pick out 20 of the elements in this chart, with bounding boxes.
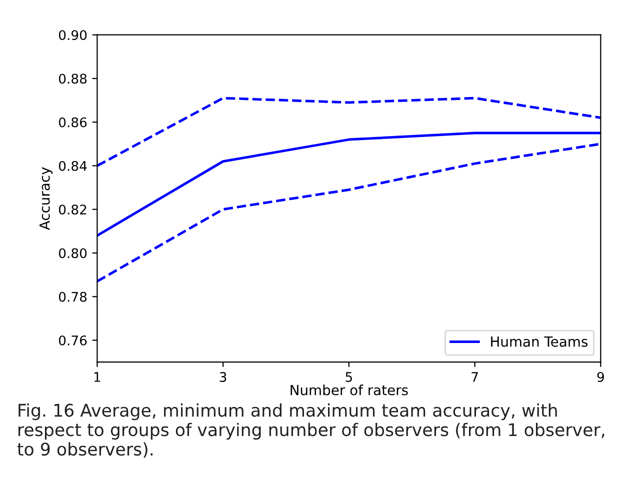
y-tick-label: 0.88 xyxy=(58,74,87,84)
y-tick-label: 0.80 xyxy=(58,248,87,258)
caption: Fig. 16 Average, minimum and maximum team accuracy, with respect to groups of varying number of observers (from 1 observer, to 9 observers). xyxy=(17,403,604,458)
y-tick-label: 0.86 xyxy=(58,117,87,128)
x-axis-title: Number of raters xyxy=(290,384,408,396)
x-tick-label: 3 xyxy=(220,372,226,382)
y-tick-label: 0.82 xyxy=(58,204,86,215)
y-tick-label: 0.76 xyxy=(58,335,87,346)
x-tick-label: 9 xyxy=(597,372,604,382)
y-tick-label: 0.90 xyxy=(58,30,87,40)
y-axis-title: Accuracy xyxy=(40,167,53,230)
y-tick-label: 0.78 xyxy=(58,292,87,302)
x-tick-label: 5 xyxy=(346,372,352,382)
line-series xyxy=(97,96,601,167)
x-tick-label: 1 xyxy=(94,372,100,382)
line-series xyxy=(97,142,601,283)
y-tick-label: 0.84 xyxy=(58,160,87,171)
x-tick-label: 7 xyxy=(472,372,478,382)
legend-label: Human Teams xyxy=(491,336,588,347)
line-series xyxy=(97,132,601,237)
